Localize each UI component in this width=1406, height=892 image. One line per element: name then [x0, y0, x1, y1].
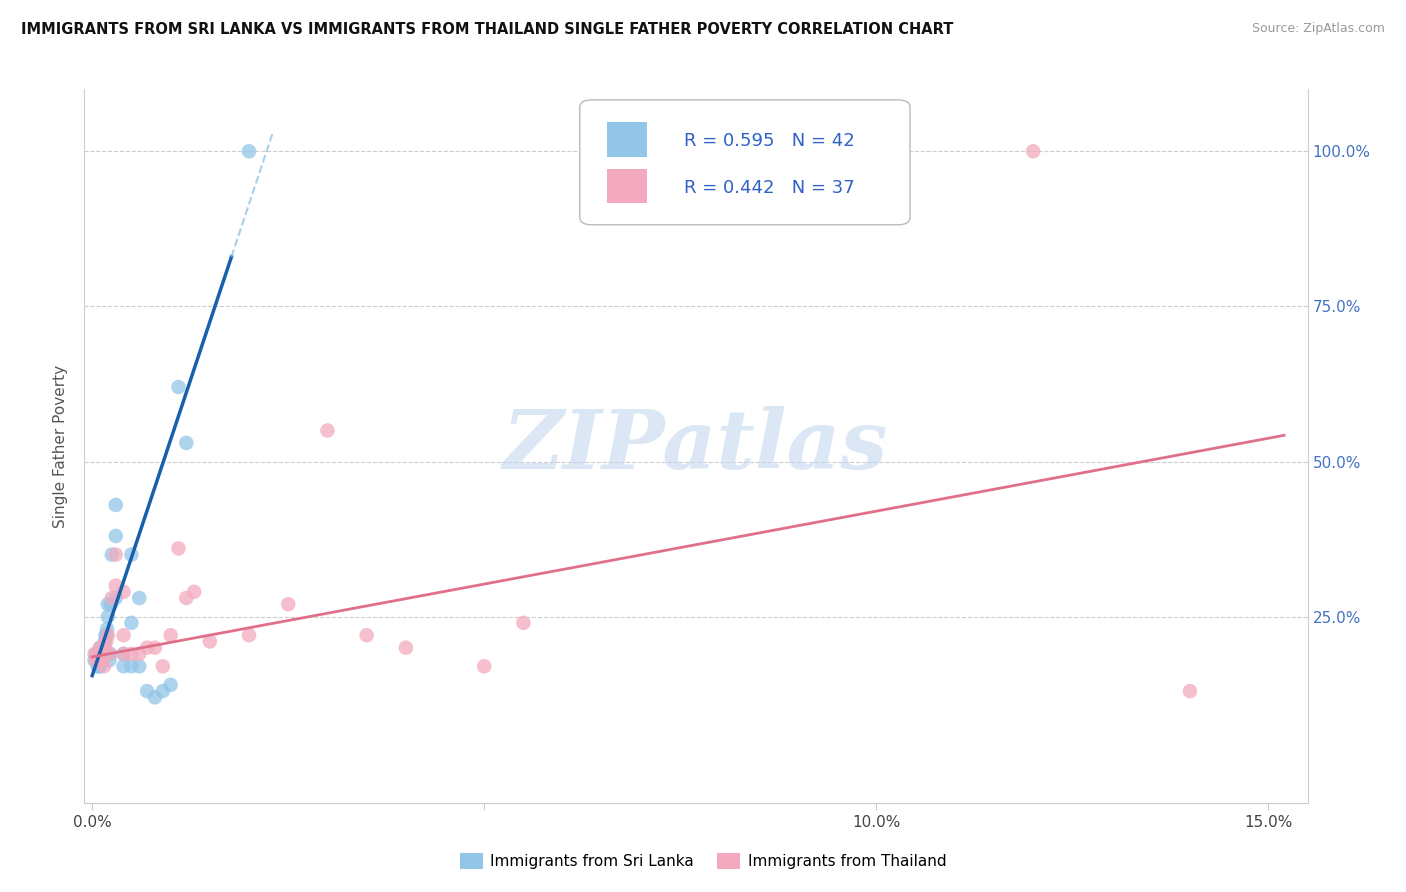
Text: IMMIGRANTS FROM SRI LANKA VS IMMIGRANTS FROM THAILAND SINGLE FATHER POVERTY CORR: IMMIGRANTS FROM SRI LANKA VS IMMIGRANTS …: [21, 22, 953, 37]
Point: [89, 653, 111, 667]
Point: [100, 597, 122, 611]
Point: [143, 690, 166, 705]
Point: [89, 640, 111, 655]
Point: [176, 436, 198, 450]
Legend: Immigrants from Sri Lanka, Immigrants from Thailand: Immigrants from Sri Lanka, Immigrants fr…: [454, 847, 952, 875]
Point: [86, 653, 108, 667]
Point: [83, 647, 105, 661]
Point: [93, 640, 115, 655]
Point: [104, 591, 127, 605]
Point: [112, 647, 135, 661]
Point: [91, 647, 114, 661]
Point: [128, 591, 150, 605]
Point: [112, 659, 135, 673]
Point: [120, 615, 142, 630]
Point: [93, 634, 117, 648]
Point: [238, 628, 260, 642]
Point: [143, 640, 166, 655]
Point: [104, 548, 127, 562]
Point: [356, 628, 378, 642]
Point: [1178, 684, 1201, 698]
Point: [89, 647, 111, 661]
Point: [472, 659, 495, 673]
Point: [98, 653, 121, 667]
Point: [98, 647, 121, 661]
Point: [90, 653, 112, 667]
Point: [89, 653, 111, 667]
Point: [86, 659, 108, 673]
Point: [1022, 145, 1045, 159]
Point: [112, 628, 135, 642]
Point: [104, 498, 127, 512]
Point: [128, 647, 150, 661]
Point: [84, 653, 107, 667]
Point: [87, 659, 110, 673]
Point: [93, 640, 117, 655]
Point: [96, 628, 118, 642]
Point: [277, 597, 299, 611]
Point: [91, 647, 114, 661]
FancyBboxPatch shape: [579, 100, 910, 225]
Point: [183, 584, 205, 599]
Point: [104, 529, 127, 543]
Point: [176, 591, 198, 605]
Point: [97, 597, 120, 611]
Text: R = 0.442   N = 37: R = 0.442 N = 37: [683, 178, 855, 196]
Point: [94, 628, 117, 642]
Point: [395, 640, 418, 655]
Point: [120, 659, 142, 673]
Point: [120, 647, 142, 661]
FancyBboxPatch shape: [606, 122, 647, 157]
Point: [104, 579, 127, 593]
Point: [97, 647, 120, 661]
Point: [93, 659, 115, 673]
Point: [83, 653, 105, 667]
Point: [97, 628, 120, 642]
Point: [91, 640, 114, 655]
Point: [136, 684, 159, 698]
Text: ZIPatlas: ZIPatlas: [503, 406, 889, 486]
Point: [96, 634, 118, 648]
Point: [84, 647, 107, 661]
Point: [120, 548, 142, 562]
Point: [89, 640, 111, 655]
Point: [152, 659, 174, 673]
Point: [238, 145, 260, 159]
Point: [112, 647, 135, 661]
Point: [101, 591, 124, 605]
Point: [159, 628, 181, 642]
Point: [98, 647, 121, 661]
Point: [316, 424, 339, 438]
Point: [128, 659, 150, 673]
Point: [90, 653, 112, 667]
Point: [86, 653, 108, 667]
Y-axis label: Single Father Poverty: Single Father Poverty: [53, 365, 69, 527]
Text: R = 0.595   N = 42: R = 0.595 N = 42: [683, 132, 855, 150]
Point: [152, 684, 174, 698]
Point: [112, 584, 135, 599]
Point: [89, 659, 111, 673]
Point: [96, 622, 118, 636]
Text: Source: ZipAtlas.com: Source: ZipAtlas.com: [1251, 22, 1385, 36]
Point: [159, 678, 181, 692]
Point: [87, 647, 110, 661]
Point: [512, 615, 534, 630]
Point: [167, 541, 190, 556]
FancyBboxPatch shape: [606, 169, 647, 203]
Point: [198, 634, 221, 648]
Point: [101, 548, 124, 562]
Point: [136, 640, 159, 655]
Point: [167, 380, 190, 394]
Point: [97, 609, 120, 624]
